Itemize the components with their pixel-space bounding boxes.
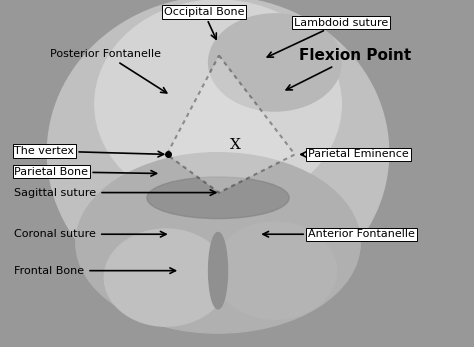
Text: Sagittal suture: Sagittal suture	[14, 188, 216, 197]
Ellipse shape	[95, 0, 341, 208]
Text: The vertex: The vertex	[14, 146, 164, 157]
Text: Lambdoid suture: Lambdoid suture	[267, 18, 388, 57]
Text: Frontal Bone: Frontal Bone	[14, 266, 175, 276]
Text: X: X	[230, 138, 241, 152]
Ellipse shape	[76, 153, 360, 333]
Ellipse shape	[213, 222, 337, 319]
Ellipse shape	[209, 14, 341, 111]
Text: Flexion Point: Flexion Point	[286, 48, 411, 90]
Polygon shape	[167, 56, 295, 193]
Text: Posterior Fontanelle: Posterior Fontanelle	[50, 49, 167, 93]
Ellipse shape	[209, 232, 228, 309]
Text: Anterior Fontanelle: Anterior Fontanelle	[263, 229, 415, 239]
Text: Occipital Bone: Occipital Bone	[164, 7, 244, 39]
Text: Parietal Eminence: Parietal Eminence	[301, 150, 409, 159]
Text: Parietal Bone: Parietal Bone	[14, 167, 156, 177]
Text: Coronal suture: Coronal suture	[14, 229, 166, 239]
Ellipse shape	[47, 0, 389, 309]
Ellipse shape	[104, 229, 228, 326]
Ellipse shape	[147, 177, 289, 219]
